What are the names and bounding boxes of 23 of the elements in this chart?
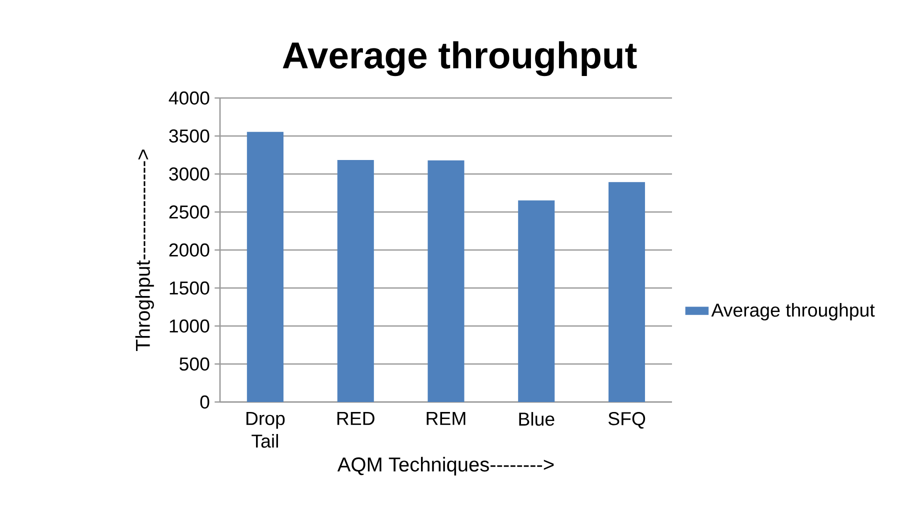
bar — [608, 182, 646, 402]
y-tick-label: 500 — [180, 357, 210, 371]
x-tick-label: Blue — [519, 412, 554, 426]
y-tick-label: 3000 — [169, 167, 210, 181]
legend-label: Average throughput — [711, 303, 875, 320]
y-tick-label: 0 — [200, 395, 210, 409]
y-tick-label: 4000 — [168, 91, 210, 105]
bar — [246, 132, 284, 402]
x-tick-label: RED — [337, 412, 374, 425]
bar — [337, 160, 374, 402]
y-tick-label: 2000 — [169, 243, 210, 257]
y-tick-label: 3500 — [169, 129, 210, 143]
bar — [428, 160, 464, 402]
x-tick-label: REM — [426, 412, 466, 425]
y-axis-title: Throghput---------------> — [135, 150, 154, 351]
x-axis-title: AQM Techniques--------> — [337, 456, 554, 476]
x-tick-label: Drop Tail — [246, 412, 285, 448]
y-tick-label: 1500 — [170, 281, 210, 295]
x-tick-label: SFQ — [608, 412, 646, 429]
y-tick-label: 2500 — [169, 205, 210, 219]
chart-title: Average throughput — [282, 41, 637, 76]
bar — [518, 200, 555, 402]
y-tick-label: 1000 — [170, 319, 210, 333]
